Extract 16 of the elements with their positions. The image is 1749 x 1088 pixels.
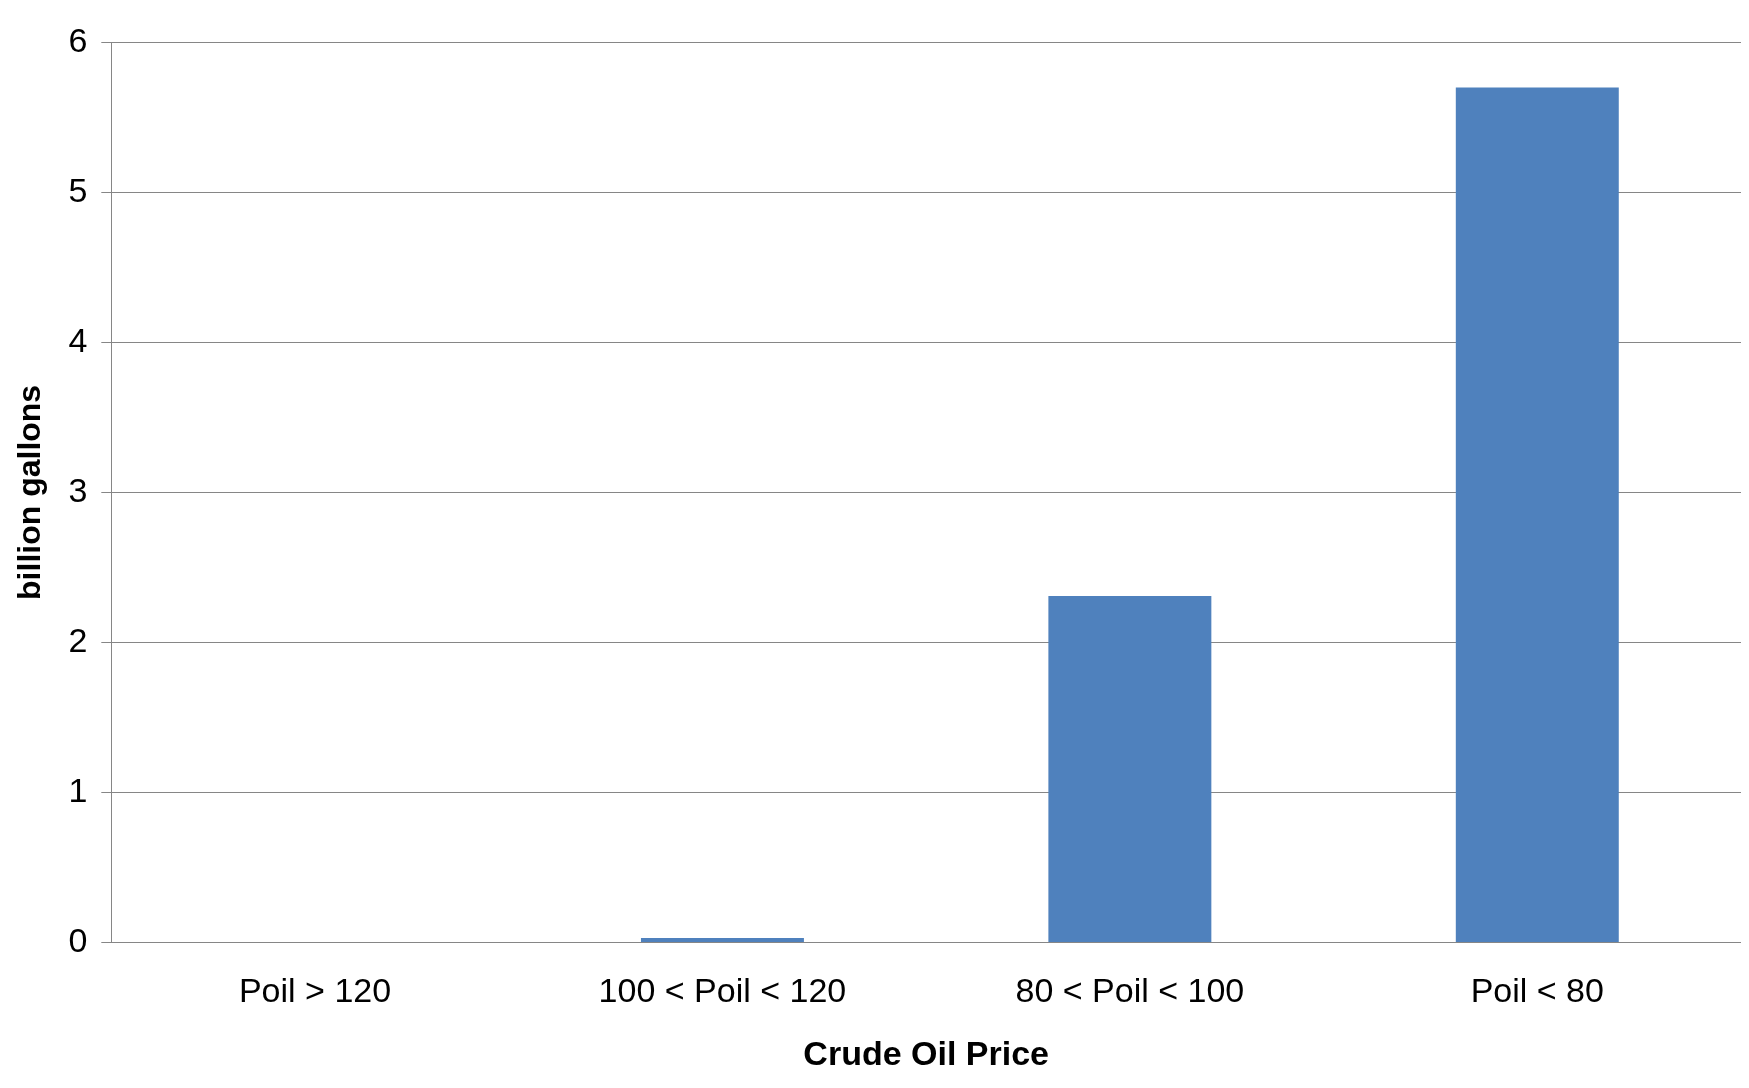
y-tick-label: 2 [68,620,88,659]
y-tick-label: 5 [68,170,88,209]
y-tick-label: 6 [68,20,88,59]
x-tick-label: Poil > 120 [238,971,392,1010]
x-tick-label: Poil < 80 [1470,971,1604,1010]
y-tick-label: 3 [68,470,88,509]
x-axis-title: Crude Oil Price [803,1033,1049,1072]
x-tick-label: 80 < Poil < 100 [1015,971,1245,1010]
bar [640,937,804,942]
bar [1455,87,1619,942]
y-tick-label: 1 [68,770,88,809]
x-tick-label: 100 < Poil < 120 [598,971,847,1010]
bar [1048,595,1212,942]
y-tick-label: 4 [68,320,88,359]
y-axis-title: billion gallons [11,384,48,600]
y-tick-label: 0 [68,920,88,959]
